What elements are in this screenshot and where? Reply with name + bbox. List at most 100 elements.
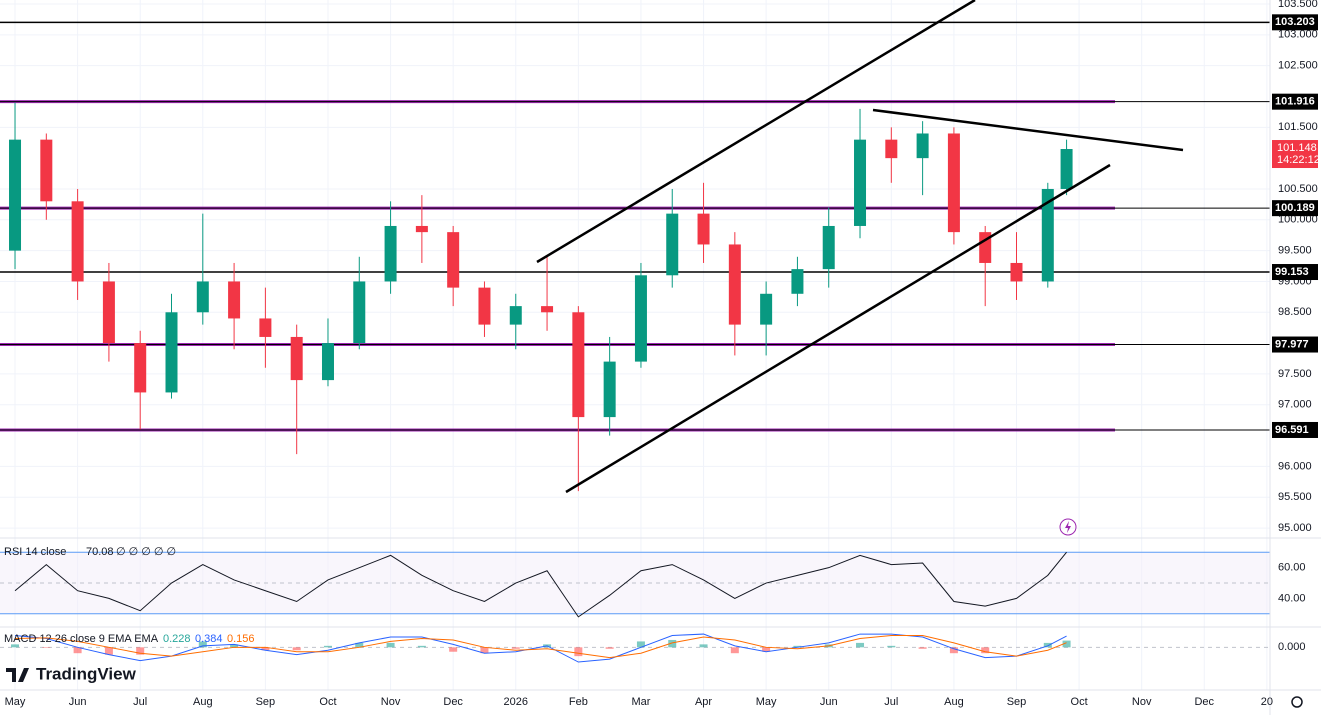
x-tick-label: Mar	[631, 696, 650, 708]
candle-body	[353, 281, 366, 344]
candle-body	[134, 343, 147, 393]
histogram-bar	[480, 647, 489, 654]
y-tick-label: 97.000	[1278, 399, 1312, 411]
histogram-bar	[887, 645, 896, 648]
level-label-bg	[1272, 14, 1318, 31]
candle-body	[916, 133, 929, 159]
candle-body	[40, 139, 53, 202]
rsi-line	[14, 551, 1067, 618]
histogram-bar	[636, 641, 645, 648]
candle-body	[979, 232, 992, 263]
level-label: 99.153	[1275, 266, 1309, 278]
level-label: 96.591	[1275, 424, 1309, 436]
histogram-bar	[699, 644, 708, 648]
y-tick-label: 102.500	[1278, 60, 1318, 72]
y-tick-label: 100.000	[1278, 214, 1318, 226]
x-tick-label: 20	[1261, 696, 1273, 708]
y-tick-label: 99.500	[1278, 245, 1312, 257]
candle-body	[9, 139, 22, 251]
candle-body	[509, 306, 522, 325]
candle-body	[384, 225, 397, 282]
logo: TradingView	[6, 664, 137, 683]
level-label-bg	[1272, 421, 1318, 438]
histogram-bar	[42, 647, 51, 648]
candle-body	[728, 244, 741, 325]
x-tick-label: Feb	[569, 696, 588, 708]
y-tick-label: 40.00	[1278, 592, 1306, 604]
brand: TradingView	[36, 664, 137, 683]
y-tick-label: 96.000	[1278, 460, 1312, 472]
candle-body	[791, 269, 804, 294]
histogram-bar	[355, 642, 364, 648]
x-tick-label: Sep	[1007, 696, 1027, 708]
histogram-bar	[605, 647, 614, 649]
x-tick-label: Nov	[381, 696, 401, 708]
last-price-bg	[1272, 140, 1318, 169]
settings-icon[interactable]	[1291, 696, 1303, 708]
histogram-bar	[198, 641, 207, 648]
histogram-bar	[1062, 640, 1071, 648]
pane-title: RSI 14 close	[4, 546, 66, 558]
histogram-bar	[762, 647, 771, 652]
histogram-bar	[949, 647, 958, 654]
trend-line	[565, 163, 1111, 494]
histogram-bar	[574, 647, 583, 657]
histogram-bar	[793, 645, 802, 648]
candle-body	[885, 139, 898, 159]
x-tick-label: Jul	[133, 696, 147, 708]
histogram-bar	[449, 647, 458, 652]
histogram-bar	[230, 644, 239, 648]
histogram-bar	[730, 647, 739, 654]
x-tick-label: May	[756, 696, 777, 708]
y-tick-label: 101.500	[1278, 121, 1318, 133]
marks	[9, 102, 1073, 663]
x-tick-label: Dec	[443, 696, 463, 708]
candle-body	[854, 139, 867, 226]
histogram-bar	[856, 642, 865, 648]
histogram-bar	[386, 642, 395, 648]
levels	[0, 21, 1270, 432]
pane-title: MACD 12 26 close 9 EMA EMA	[4, 633, 159, 645]
histogram-bar	[918, 647, 927, 649]
candle-body	[760, 293, 773, 325]
y-tick-label: 97.500	[1278, 368, 1312, 380]
level-label-bg	[1272, 336, 1318, 353]
histogram-bar	[104, 647, 113, 655]
candle-body	[415, 225, 428, 233]
candle-body	[541, 306, 554, 313]
x-tick-label: Jun	[69, 696, 87, 708]
x-tick-label: Dec	[1194, 696, 1214, 708]
macd-line	[15, 635, 1067, 659]
alert-icon[interactable]	[1059, 518, 1077, 536]
candle-body	[666, 213, 679, 276]
countdown: 14:22:12	[1277, 154, 1320, 166]
candle-body	[259, 318, 272, 337]
y-tick-label: 103.500	[1278, 0, 1318, 10]
histogram-bar	[981, 647, 990, 654]
candle-body	[165, 312, 178, 393]
y-tick-label: 103.000	[1278, 29, 1318, 41]
histogram-bar	[511, 647, 520, 649]
candle-body	[1041, 188, 1054, 282]
histogram-bar	[73, 647, 82, 654]
candle-body	[1010, 262, 1023, 282]
pane-extra: ∅ ∅ ∅ ∅ ∅	[116, 546, 176, 558]
level-label-bg	[1272, 93, 1318, 110]
histogram-bar	[323, 645, 332, 648]
level-label: 97.977	[1275, 338, 1309, 350]
candle-body	[102, 281, 115, 344]
y-tick-label: 98.500	[1278, 306, 1312, 318]
trend-line	[536, 0, 976, 264]
x-tick-label: Oct	[319, 696, 336, 708]
candle-body	[697, 213, 710, 245]
histogram-bar	[11, 644, 20, 648]
candle-body	[478, 287, 491, 325]
histogram-bar	[292, 647, 301, 651]
candle-body	[196, 281, 209, 313]
last-price: 101.148	[1277, 142, 1317, 154]
histogram-bar	[1043, 642, 1052, 648]
level-label-bg	[1272, 200, 1318, 217]
y-tick-label: 95.000	[1278, 522, 1312, 534]
trend-line	[872, 108, 1184, 152]
